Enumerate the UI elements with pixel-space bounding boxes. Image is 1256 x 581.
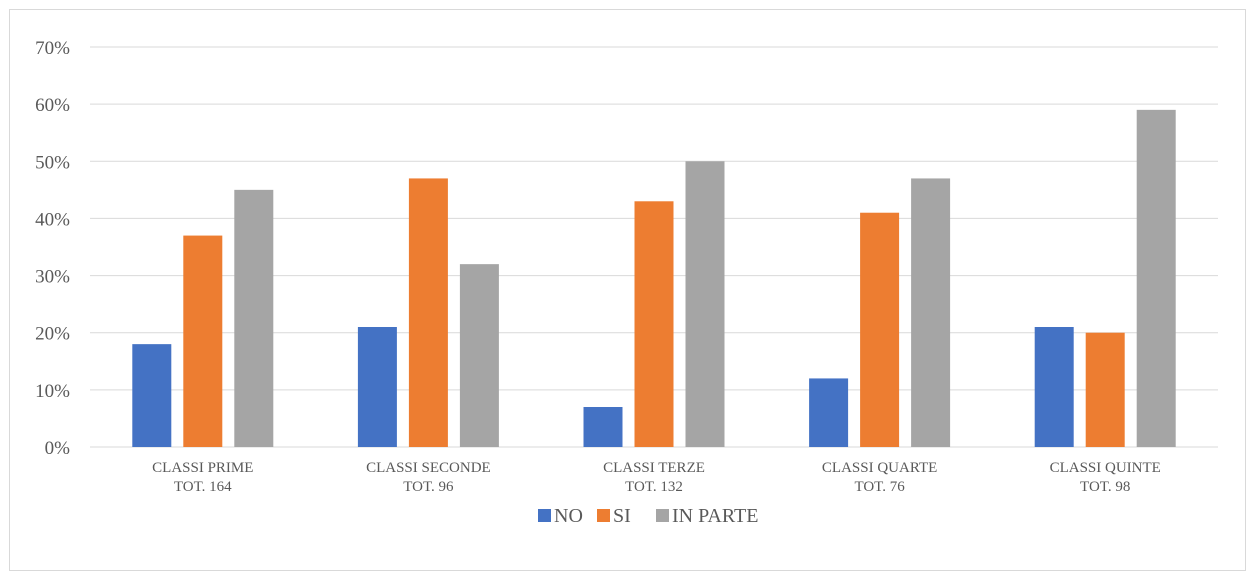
bar-si xyxy=(1085,332,1125,447)
legend-label: SI xyxy=(613,505,631,527)
bar-si xyxy=(408,178,448,447)
y-tick-label: 70% xyxy=(35,38,70,59)
bar-no xyxy=(132,344,172,447)
bar-si xyxy=(183,235,223,447)
x-axis: CLASSI PRIME TOT. 164 CLASSI SECONDE TOT. 9… xyxy=(152,460,1161,495)
y-tick-label: 50% xyxy=(35,152,70,173)
bar-si xyxy=(860,212,900,447)
bars xyxy=(132,109,1176,448)
y-tick-label: 10% xyxy=(35,381,70,402)
x-tick-label: CLASSI TERZE xyxy=(603,460,705,476)
bar-in-parte xyxy=(459,264,499,447)
x-tick-label: CLASSI QUARTE xyxy=(822,460,937,476)
legend-swatch xyxy=(656,509,669,522)
x-tick-label: TOT. 132 xyxy=(625,479,683,495)
bar-in-parte xyxy=(911,178,951,447)
x-tick-label: TOT. 98 xyxy=(1080,479,1130,495)
bar-in-parte xyxy=(1136,109,1176,447)
bar-no xyxy=(357,327,397,447)
bar-in-parte xyxy=(234,189,274,447)
legend-label: IN PARTE xyxy=(672,505,758,527)
x-tick-label: CLASSI PRIME xyxy=(152,460,253,476)
x-tick-label: TOT. 96 xyxy=(403,479,454,495)
x-tick-label: CLASSI SECONDE xyxy=(366,460,491,476)
bar-si xyxy=(634,201,674,447)
legend-swatch xyxy=(538,509,551,522)
bar-in-parte xyxy=(685,161,725,448)
bar-no xyxy=(583,407,623,447)
y-tick-label: 0% xyxy=(45,438,71,459)
y-tick-label: 60% xyxy=(35,95,70,116)
x-tick-label: TOT. 164 xyxy=(174,479,232,495)
y-tick-label: 40% xyxy=(35,209,70,230)
legend-label: NO xyxy=(554,505,583,527)
legend-swatch xyxy=(597,509,610,522)
x-tick-label: CLASSI QUINTE xyxy=(1050,460,1161,476)
y-tick-label: 20% xyxy=(35,324,70,345)
bar-no xyxy=(1034,327,1074,447)
legend: NO SI IN PARTE xyxy=(538,505,758,527)
y-tick-label: 30% xyxy=(35,267,70,288)
bar-no xyxy=(809,378,849,447)
y-axis: 0% 10% 20% 30% 40% 50% 60% 70% xyxy=(35,38,70,459)
x-tick-label: TOT. 76 xyxy=(854,479,905,495)
